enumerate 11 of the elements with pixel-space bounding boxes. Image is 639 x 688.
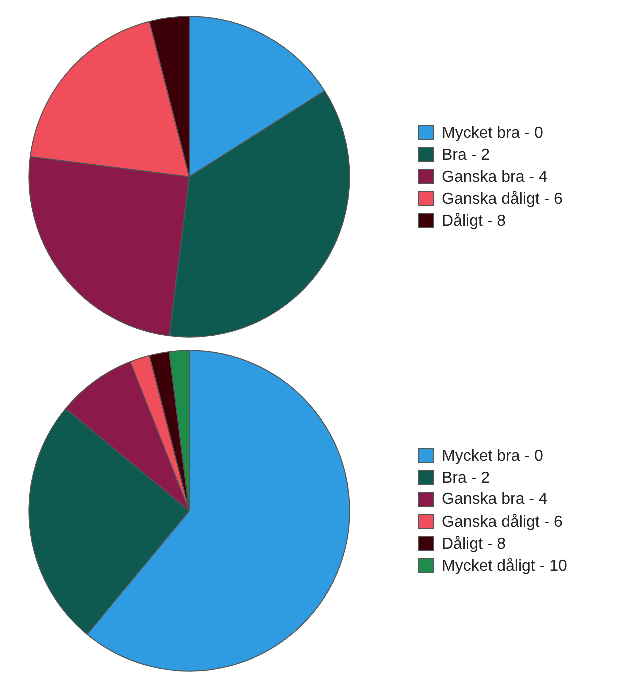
legend-label: Bra - 2	[442, 470, 490, 487]
legend-label: Mycket bra - 0	[442, 125, 544, 142]
legend-label: Dåligt - 8	[442, 536, 506, 553]
legend-label: Dåligt - 8	[442, 213, 506, 230]
legend-label: Ganska dåligt - 6	[442, 514, 564, 531]
legend-label: Ganska bra - 4	[442, 169, 548, 186]
legend-label: Mycket dåligt - 10	[442, 558, 568, 575]
legend-label: Ganska dåligt - 6	[442, 191, 564, 208]
legend-label: Bra - 2	[442, 147, 490, 164]
legend-label: Mycket bra - 0	[442, 448, 544, 465]
legend-label: Ganska bra - 4	[442, 491, 548, 508]
